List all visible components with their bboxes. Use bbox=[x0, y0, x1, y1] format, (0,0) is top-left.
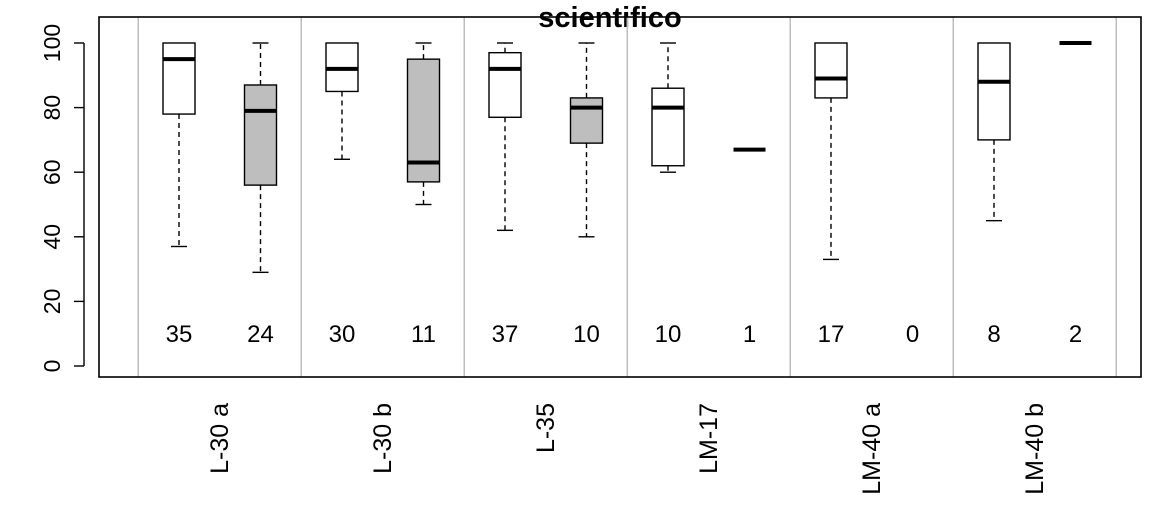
box bbox=[325, 42, 359, 160]
box-body bbox=[488, 51, 522, 118]
count-label: 1 bbox=[743, 321, 756, 348]
box-body bbox=[814, 42, 848, 99]
count-label: 37 bbox=[492, 321, 519, 348]
box-body bbox=[651, 87, 685, 167]
box bbox=[977, 42, 1011, 222]
count-label: 35 bbox=[166, 321, 193, 348]
box bbox=[162, 42, 196, 248]
y-tick-label: 0 bbox=[39, 360, 65, 373]
box bbox=[243, 42, 278, 274]
box bbox=[569, 42, 604, 238]
count-label: 24 bbox=[247, 321, 274, 348]
count-label: 10 bbox=[573, 321, 600, 348]
box bbox=[814, 42, 848, 261]
group-label: L-30 a bbox=[206, 403, 234, 474]
y-tick-label: 20 bbox=[39, 289, 65, 315]
group-label: LM-40 b bbox=[1021, 403, 1049, 495]
group-label: LM-17 bbox=[695, 403, 723, 474]
count-label: 17 bbox=[818, 321, 845, 348]
box-body bbox=[243, 84, 278, 186]
plot-frame bbox=[98, 16, 1142, 378]
y-axis: 0 20 40 60 80 100 bbox=[39, 24, 85, 373]
group-label: LM-40 a bbox=[858, 403, 886, 495]
box bbox=[406, 42, 441, 206]
count-label: 11 bbox=[411, 321, 436, 348]
box-series bbox=[162, 41, 1092, 274]
count-label: 2 bbox=[1069, 321, 1082, 348]
count-label: 10 bbox=[655, 321, 682, 348]
group-separators bbox=[137, 17, 1117, 377]
box-body bbox=[569, 97, 604, 144]
box-body bbox=[162, 42, 196, 115]
count-label: 30 bbox=[329, 321, 356, 348]
count-labels: 35 24 30 11 37 10 10 1 17 0 8 2 bbox=[166, 321, 1083, 348]
group-labels: L-30 a L-30 b L-35 LM-17 LM-40 a LM-40 b bbox=[206, 403, 1049, 495]
count-label: 8 bbox=[987, 321, 1000, 348]
chart-title: scientifico bbox=[538, 2, 681, 34]
box bbox=[651, 42, 685, 173]
group-label: L-30 b bbox=[369, 403, 397, 474]
count-label: 0 bbox=[906, 321, 919, 348]
y-tick-label: 100 bbox=[39, 24, 65, 62]
box bbox=[488, 42, 522, 232]
y-tick-label: 80 bbox=[39, 95, 65, 121]
y-tick-label: 60 bbox=[39, 159, 65, 185]
group-label: L-35 bbox=[532, 403, 560, 453]
y-tick-label: 40 bbox=[39, 224, 65, 250]
box-body bbox=[977, 42, 1011, 141]
